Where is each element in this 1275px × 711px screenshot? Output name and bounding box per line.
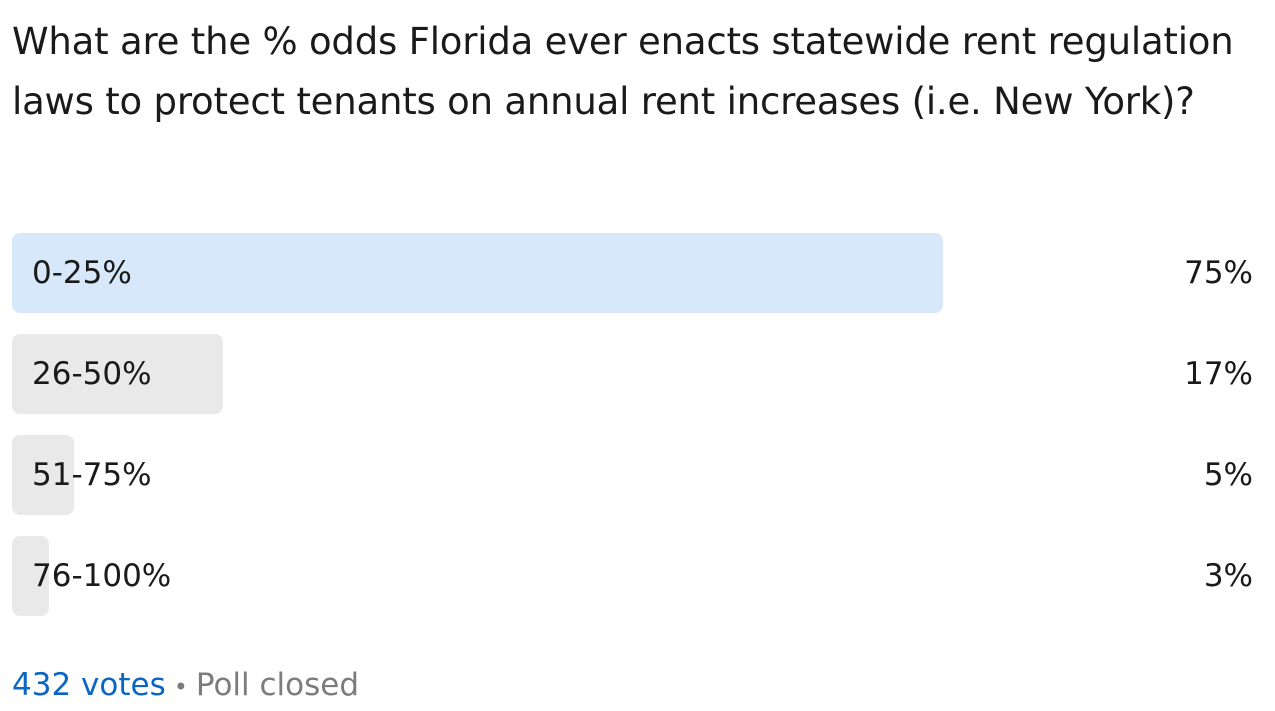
poll-option[interactable]: 26-50% 17% [12,334,1253,414]
poll-option-label: 51-75% [32,457,152,493]
poll-option-bar [12,334,223,414]
poll-option-bar [12,536,50,616]
poll-option[interactable]: 76-100% 3% [12,536,1253,616]
poll-option-bar [12,435,75,515]
poll-option-label: 76-100% [32,558,172,594]
poll-option-percent: 5% [1203,457,1253,493]
poll-option[interactable]: 51-75% 5% [12,435,1253,515]
poll-footer: 432 votes • Poll closed [12,662,359,710]
poll-option-percent: 75% [1184,255,1253,291]
poll-status: Poll closed [195,667,360,703]
poll-option-bar [12,233,943,313]
footer-separator: • [173,672,188,701]
poll-question: What are the % odds Florida ever enacts … [12,20,1234,123]
vote-count-link[interactable]: 432 votes [12,667,166,703]
poll-option-label: 26-50% [32,356,152,392]
poll-option-percent: 17% [1184,356,1253,392]
poll-option[interactable]: 0-25% 75% [12,233,1253,313]
poll-option-label: 0-25% [32,255,132,291]
poll-options: 0-25% 75% 26-50% 17% 51-75% 5% 76-100% 3… [12,233,1253,637]
poll-option-percent: 3% [1203,558,1253,594]
